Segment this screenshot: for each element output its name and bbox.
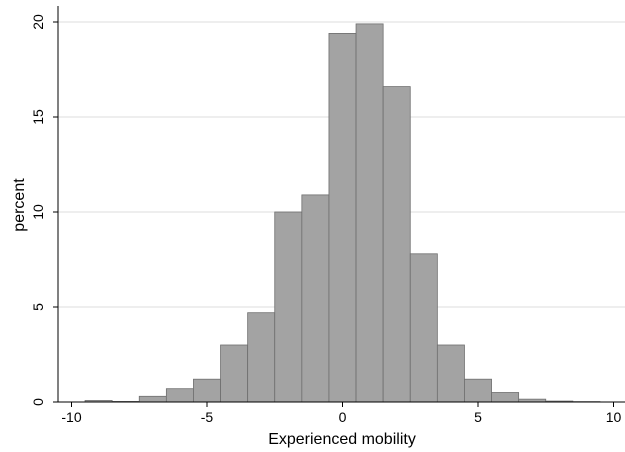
x-tick-label: 5 (474, 409, 482, 425)
y-axis-title: percent (11, 178, 28, 232)
histogram-bar (193, 378, 221, 403)
y-tick-label: 20 (30, 14, 46, 30)
x-tick-label: -10 (61, 409, 81, 425)
histogram-bar (409, 253, 438, 403)
histogram-bar (328, 33, 357, 403)
histogram-bar (138, 395, 167, 403)
histogram-bar (301, 194, 330, 403)
x-axis-ticks: -10 -5 0 5 10 (61, 402, 621, 425)
y-tick-label: 15 (30, 109, 46, 125)
x-axis-title: Experienced mobility (268, 431, 416, 448)
x-tick-label: 10 (606, 409, 622, 425)
histogram-bar (274, 211, 303, 403)
histogram-bar (382, 86, 411, 403)
histogram-bar (464, 378, 492, 403)
y-axis-ticks: 0 5 10 15 20 (30, 14, 58, 406)
y-tick-label: 10 (30, 204, 46, 220)
bars (84, 23, 601, 403)
histogram-bar (436, 344, 465, 403)
y-tick-label: 5 (30, 303, 46, 311)
histogram-bar (165, 388, 194, 403)
histogram-bar (355, 23, 384, 403)
histogram-bar (247, 312, 276, 403)
x-tick-label: -5 (201, 409, 214, 425)
y-tick-label: 0 (30, 398, 46, 406)
x-tick-label: 0 (339, 409, 347, 425)
histogram-bar (220, 344, 249, 403)
histogram-bar (491, 392, 520, 403)
